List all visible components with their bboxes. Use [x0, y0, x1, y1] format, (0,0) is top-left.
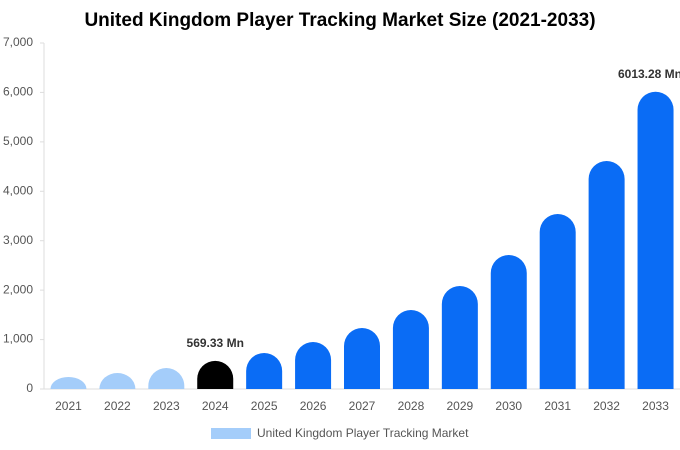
bar [539, 213, 576, 389]
y-tick-label: 2,000 [3, 282, 33, 296]
bar [441, 285, 478, 389]
data-label: 569.33 Mn [187, 336, 244, 350]
bar [588, 160, 625, 389]
x-tick-label: 2024 [202, 399, 229, 413]
bar [490, 254, 527, 389]
chart-title: United Kingdom Player Tracking Market Si… [84, 10, 595, 31]
x-tick-label: 2028 [398, 399, 425, 413]
bar [344, 328, 380, 389]
x-tick-label: 2032 [593, 399, 620, 413]
x-tick-label: 2030 [495, 399, 522, 413]
bar [197, 360, 234, 389]
x-tick-label: 2023 [153, 399, 180, 413]
bar [637, 91, 674, 390]
x-tick-label: 2025 [251, 399, 278, 413]
data-label: 6013.28 Mn [618, 67, 680, 81]
y-tick-label: 4,000 [3, 183, 33, 197]
x-tick-label: 2022 [104, 399, 131, 413]
legend-swatch [211, 428, 251, 439]
x-tick-label: 2029 [446, 399, 473, 413]
bar [50, 376, 87, 389]
bar [99, 372, 136, 389]
y-tick-label: 5,000 [3, 134, 33, 148]
bar [392, 310, 429, 389]
y-tick-label: 0 [26, 381, 33, 395]
bar [148, 367, 185, 389]
y-tick-label: 6,000 [3, 85, 33, 99]
bar [295, 341, 332, 389]
x-tick-label: 2031 [544, 399, 571, 413]
y-tick-label: 7,000 [3, 35, 33, 49]
y-tick-label: 1,000 [3, 332, 33, 346]
bar [246, 353, 283, 389]
x-tick-label: 2021 [55, 399, 82, 413]
x-tick-label: 2033 [642, 399, 669, 413]
x-tick-label: 2026 [300, 399, 327, 413]
legend-label: United Kingdom Player Tracking Market [257, 426, 469, 440]
y-tick-label: 3,000 [3, 233, 33, 247]
x-tick-label: 2027 [349, 399, 376, 413]
